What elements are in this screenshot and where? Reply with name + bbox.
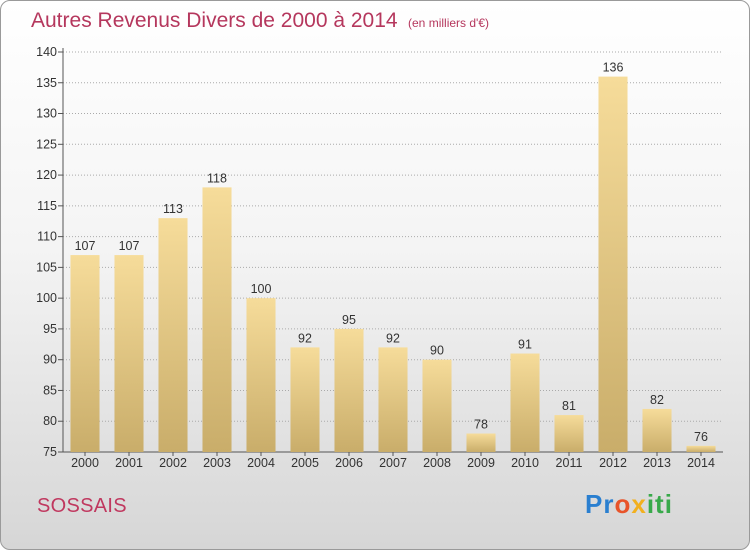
bar-value-label: 82: [650, 393, 664, 407]
x-tick-label: 2002: [159, 456, 187, 470]
x-tick-label: 2007: [379, 456, 407, 470]
x-tick-label: 2010: [511, 456, 539, 470]
bar: [158, 218, 188, 452]
x-tick-label: 2011: [556, 456, 583, 470]
y-tick-label: 75: [43, 445, 57, 459]
bar-value-label: 91: [518, 338, 532, 352]
bar-value-label: 76: [694, 430, 708, 444]
bar: [554, 415, 584, 452]
bar: [642, 408, 672, 452]
bar-value-label: 95: [342, 313, 356, 327]
y-tick-label: 90: [43, 353, 57, 367]
x-tick-label: 2008: [423, 456, 451, 470]
bar-value-label: 100: [251, 282, 272, 296]
bar-value-label: 90: [430, 344, 444, 358]
bar: [246, 298, 276, 452]
bar: [70, 255, 100, 452]
x-tick-label: 2014: [687, 456, 715, 470]
bar: [114, 255, 144, 452]
x-tick-label: 2004: [247, 456, 275, 470]
y-tick-label: 100: [36, 291, 57, 305]
bar-chart: 75 80 85 90 95 100 105 110 115 120 125 130 135 140 107…: [36, 45, 723, 470]
y-tick-label: 85: [43, 383, 57, 397]
x-tick-label: 2013: [643, 456, 671, 470]
bar-value-label: 118: [207, 171, 227, 185]
x-tick-label: 2001: [115, 456, 143, 470]
bar: [290, 347, 320, 452]
x-tick-label: 2005: [291, 456, 319, 470]
y-tick-label: 135: [36, 76, 57, 90]
bar-value-label: 92: [298, 331, 312, 345]
bar-value-label: 81: [562, 399, 576, 413]
bar-value-label: 107: [119, 239, 140, 253]
bar: [510, 353, 540, 452]
y-tick-label: 80: [43, 414, 57, 428]
bar: [422, 359, 452, 452]
x-tick-label: 2000: [71, 456, 99, 470]
y-tick-label: 95: [43, 322, 57, 336]
bar: [466, 433, 496, 452]
y-tick-label: 105: [36, 260, 57, 274]
bar-value-label: 136: [603, 61, 624, 75]
y-tick-label: 120: [36, 168, 57, 182]
bar: [202, 187, 232, 452]
y-tick-label: 125: [36, 137, 57, 151]
y-tick-label: 115: [37, 199, 57, 213]
x-tick-label: 2006: [335, 456, 363, 470]
bar-value-label: 107: [75, 239, 96, 253]
x-tick-label: 2009: [467, 456, 495, 470]
chart-title: Autres Revenus Divers de 2000 à 2014: [31, 9, 398, 32]
y-tick-label: 130: [36, 107, 57, 121]
proxiti-logo: Proxiti: [585, 489, 673, 519]
y-tick-label: 110: [37, 230, 57, 244]
bar: [598, 76, 628, 452]
bar: [686, 445, 716, 452]
chart-unit: (en milliers d'€): [408, 16, 489, 30]
bar-value-label: 92: [386, 331, 400, 345]
y-tick-label: 140: [36, 45, 57, 59]
bar: [334, 328, 364, 452]
x-tick-label: 2003: [203, 456, 231, 470]
place-name: SOSSAIS: [37, 495, 127, 517]
bar-value-label: 78: [474, 418, 488, 432]
x-tick-label: 2012: [599, 456, 627, 470]
bar: [378, 347, 408, 452]
chart-title-block: Autres Revenus Divers de 2000 à 2014 (en…: [31, 9, 489, 33]
bar-value-label: 113: [163, 202, 183, 216]
